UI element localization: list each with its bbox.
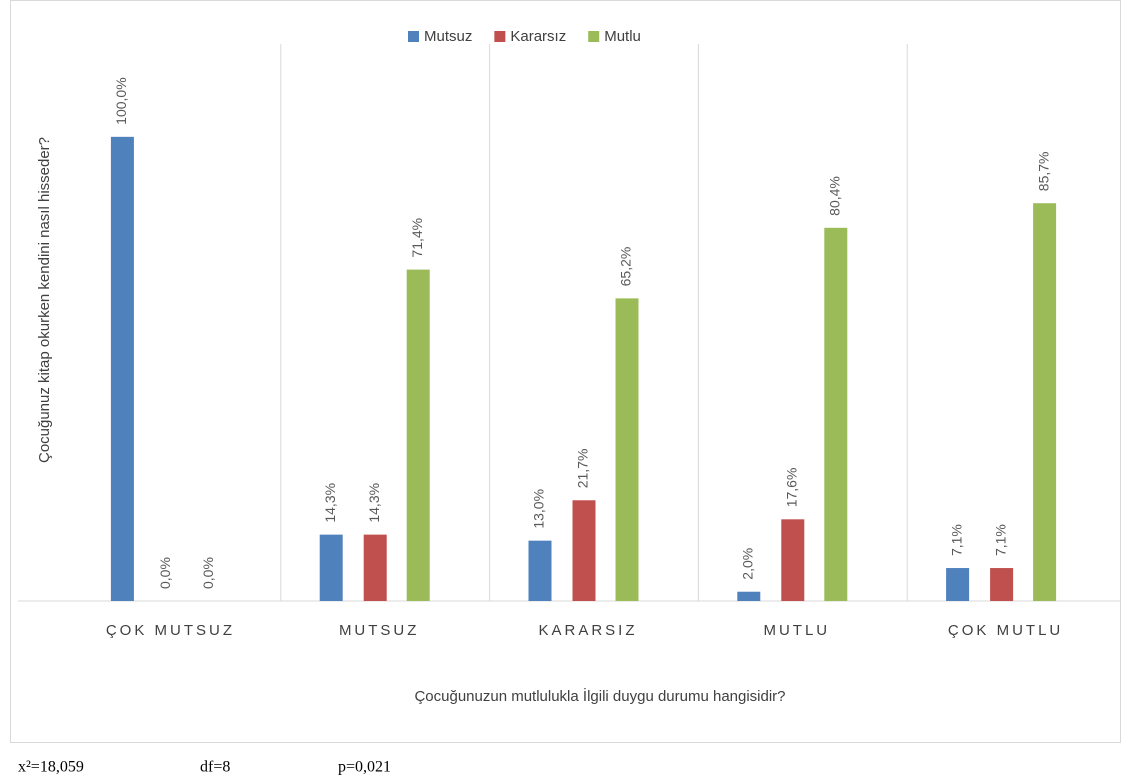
x-tick-label: ÇOK MUTLU bbox=[948, 622, 1063, 639]
value-label: 13,0% bbox=[531, 489, 547, 529]
bar bbox=[406, 269, 430, 601]
x-tick-label: KARARSIZ bbox=[538, 622, 637, 639]
bar bbox=[1033, 203, 1057, 601]
value-label: 14,3% bbox=[366, 483, 382, 523]
legend-label: Kararsız bbox=[510, 28, 566, 45]
value-label: 14,3% bbox=[322, 483, 338, 523]
bar bbox=[363, 534, 387, 601]
value-label: 100,0% bbox=[113, 77, 129, 124]
bar bbox=[946, 568, 970, 601]
value-label: 85,7% bbox=[1035, 152, 1051, 192]
x-tick-label: MUTSUZ bbox=[339, 622, 420, 639]
bar bbox=[110, 136, 134, 602]
bar bbox=[528, 540, 552, 601]
bar bbox=[615, 298, 639, 601]
bar bbox=[824, 227, 848, 601]
value-label: 71,4% bbox=[409, 218, 425, 258]
footnote: x²=18,059 bbox=[18, 759, 84, 776]
legend-label: Mutsuz bbox=[424, 28, 472, 45]
legend-swatch bbox=[588, 31, 600, 42]
bar bbox=[319, 534, 343, 601]
value-label: 0,0% bbox=[200, 557, 216, 589]
y-axis-title: Çocuğunuz kitap okurken kendini nasıl hi… bbox=[36, 137, 53, 463]
value-label: 21,7% bbox=[575, 449, 591, 489]
x-tick-label: ÇOK MUTSUZ bbox=[106, 622, 235, 639]
x-tick-label: MUTLU bbox=[763, 622, 830, 639]
x-axis-title: Çocuğunuzun mutlulukla İlgili duygu duru… bbox=[414, 687, 785, 705]
value-label: 7,1% bbox=[948, 524, 964, 556]
legend-label: Mutlu bbox=[604, 28, 641, 45]
bar bbox=[781, 519, 805, 601]
value-label: 2,0% bbox=[740, 548, 756, 580]
value-label: 80,4% bbox=[827, 176, 843, 216]
legend-swatch bbox=[408, 31, 419, 42]
value-label: 0,0% bbox=[157, 557, 173, 589]
footnote: p=0,021 bbox=[338, 759, 391, 776]
chart-border bbox=[10, 0, 1121, 743]
bar bbox=[990, 568, 1014, 601]
bar bbox=[737, 591, 761, 601]
value-label: 17,6% bbox=[784, 468, 800, 508]
footnote: df=8 bbox=[200, 759, 230, 776]
legend-swatch bbox=[494, 31, 506, 42]
bar bbox=[572, 500, 596, 601]
value-label: 7,1% bbox=[992, 524, 1008, 556]
value-label: 65,2% bbox=[618, 247, 634, 287]
